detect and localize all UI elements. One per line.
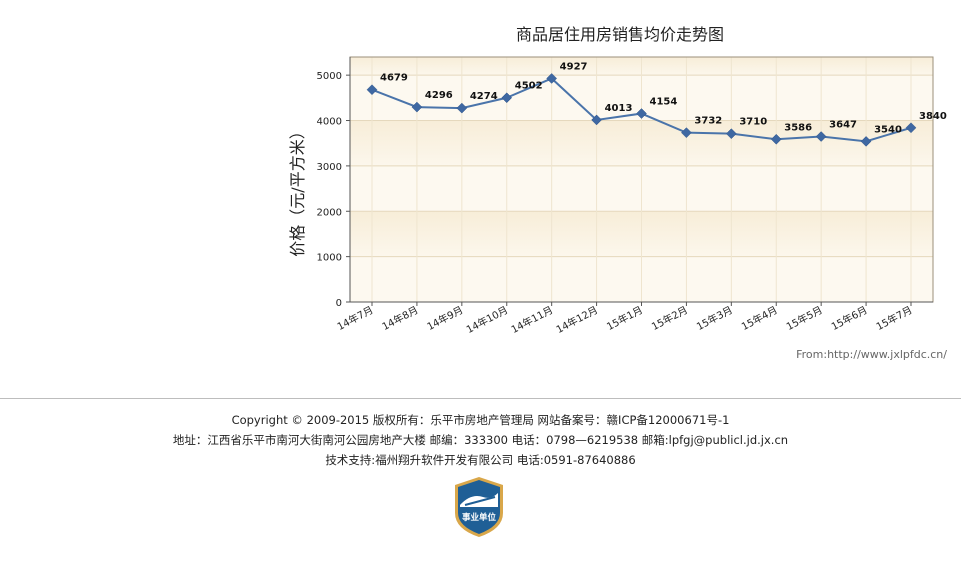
x-tick-label: 15年5月 (784, 303, 825, 333)
y-tick-labels: 0 1000 2000 3000 4000 5000 (317, 71, 342, 309)
data-point[interactable] (815, 131, 827, 142)
footer-divider (0, 398, 961, 399)
series-price (366, 73, 917, 147)
data-point[interactable] (411, 101, 423, 113)
data-label: 4679 (380, 73, 408, 84)
tech-support-line: 技术支持:福州翔升软件开发有限公司 电话:0591-87640886 (0, 450, 961, 470)
x-tick-label: 15年4月 (739, 303, 780, 333)
data-label: 3732 (694, 116, 722, 127)
data-point[interactable] (591, 114, 602, 126)
data-labels: 4679 4296 4274 4502 4927 4013 4154 3732 3710 3586… (380, 61, 947, 135)
x-tick-labels: 14年7月 14年8月 14年9月 14年10月 14年11月 14年12月 15年1月 15… (335, 303, 915, 336)
y-tick-label: 0 (336, 298, 342, 309)
x-tick-label: 14年10月 (464, 303, 510, 336)
y-tick-label: 2000 (317, 207, 342, 218)
data-label: 3710 (739, 117, 767, 128)
tech-support-prefix: 技术支持: (325, 453, 376, 467)
x-tick-label: 15年7月 (874, 303, 915, 333)
data-point[interactable] (501, 92, 513, 104)
x-tick-label: 14年12月 (554, 303, 600, 336)
chart-title: 商品居住用房销售均价走势图 (516, 25, 724, 44)
data-point[interactable] (681, 127, 692, 139)
data-point[interactable] (366, 84, 378, 96)
data-label: 4154 (650, 97, 678, 108)
data-label: 3840 (919, 111, 947, 122)
data-label: 4927 (560, 61, 588, 72)
public-institution-badge[interactable]: 事业单位 (451, 475, 507, 539)
y-tick-label: 1000 (317, 253, 342, 264)
data-point[interactable] (725, 128, 737, 140)
x-tick-label: 15年1月 (604, 303, 645, 333)
tech-support-company-link[interactable]: 福州翔升软件开发有限公司 (375, 453, 514, 467)
data-point[interactable] (770, 133, 782, 145)
badge-label: 事业单位 (462, 512, 497, 523)
y-axis-label: 价格（元/平方米） (288, 123, 307, 256)
tech-support-phone: 电话:0591-87640886 (513, 453, 636, 467)
price-trend-chart: 商品居住用房销售均价走势图 价格（元/平方米） 0 1000 2000 3000 400… (288, 25, 947, 336)
x-tick-label: 15年2月 (649, 303, 690, 333)
x-tick-label: 15年3月 (694, 303, 735, 333)
data-source-link[interactable]: From:http://www.jxlpfdc.cn/ (796, 348, 947, 361)
x-tick-label: 14年8月 (380, 303, 421, 333)
x-tick-label: 15年6月 (829, 303, 870, 333)
data-label: 4502 (515, 81, 543, 92)
axes (346, 56, 934, 306)
data-point[interactable] (456, 102, 468, 114)
data-label: 3540 (874, 124, 902, 135)
data-point[interactable] (546, 73, 558, 84)
data-label: 4296 (425, 90, 453, 101)
y-tick-label: 5000 (317, 71, 342, 82)
badge-stripe (464, 496, 496, 506)
x-tick-label: 14年9月 (425, 303, 466, 333)
copyright-line: Copyright © 2009-2015 版权所有：乐平市房地产管理局 网站备… (231, 413, 730, 427)
data-label: 3586 (784, 122, 812, 133)
footer: Copyright © 2009-2015 版权所有：乐平市房地产管理局 网站备… (0, 410, 961, 470)
y-tick-label: 4000 (317, 117, 342, 128)
data-label: 4013 (605, 103, 633, 114)
y-tick-label: 3000 (317, 162, 342, 173)
data-point[interactable] (860, 136, 872, 147)
data-point[interactable] (905, 122, 917, 134)
x-tick-label: 14年11月 (509, 303, 555, 336)
data-point[interactable] (636, 108, 647, 119)
data-label: 3647 (829, 120, 857, 131)
address-line: 地址：江西省乐平市南河大街南河公园房地产大楼 邮编：333300 电话：0798… (172, 433, 789, 447)
data-label: 4274 (470, 91, 498, 102)
